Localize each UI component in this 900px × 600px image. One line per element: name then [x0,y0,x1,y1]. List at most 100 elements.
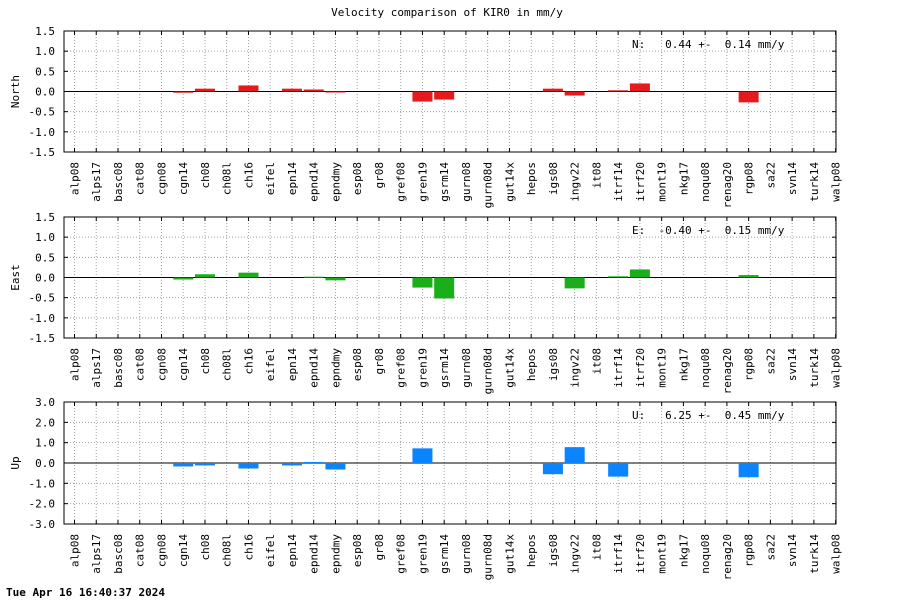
x-tick-label: eifel [264,534,277,567]
bar-ch08 [194,88,215,92]
bar-epndmy [325,91,346,93]
x-tick-label: epnd14 [308,348,321,388]
bar-epn14 [281,88,302,92]
bar-rgp08 [738,463,759,478]
y-tick-label: -1.5 [29,146,56,159]
x-tick-label: walp08 [830,162,843,202]
x-tick-label: ch16 [242,348,255,375]
x-tick-label: turk14 [808,162,821,202]
bar-gren19 [412,448,433,463]
stat-annotation: E: -0.40 +- 0.15 mm/y [632,224,785,237]
bar-ch08 [194,463,215,466]
x-tick-label: alps17 [90,348,103,388]
x-tick-label: itrf20 [634,534,647,574]
plot-frame [63,401,837,525]
x-tick-label: renag20 [721,162,734,208]
x-tick-label: ch08l [221,162,234,195]
x-tick-label: rgp08 [743,348,756,381]
x-tick-label: it08 [590,348,603,375]
x-tick-label: mont19 [656,162,669,202]
x-tick-label: cat08 [134,162,147,195]
x-tick-label: ingv22 [569,162,582,202]
x-tick-label: sa22 [764,348,777,375]
x-tick-label: gsrm14 [438,534,451,574]
bar-epndmy [325,463,346,470]
x-tick-label: sa22 [764,162,777,189]
bar-igs08 [542,88,563,92]
x-tick-label: it08 [590,162,603,189]
x-tick-label: gren19 [416,348,429,388]
y-tick-label: 1.0 [35,437,55,450]
timestamp: Tue Apr 16 16:40:37 2024 [6,586,165,599]
bar-epn14 [281,463,302,466]
x-tick-label: itrf14 [612,534,625,574]
x-tick-label: alp08 [69,162,82,195]
bar-itrf14 [608,90,629,92]
plot-frame [63,30,837,153]
x-tick-label: cat08 [134,348,147,381]
y-tick-label: 1.5 [35,25,55,38]
panel-east: 1.5 1.0 0.5 0.0 -0.5 -1.0 -1.5 alp08 alps17 basc0… [9,211,843,394]
x-tick-label: basc08 [112,534,125,574]
x-tick-label: rgp08 [743,162,756,195]
x-tick-label: gurn08 [460,162,473,202]
y-tick-label: 1.0 [35,45,55,58]
x-tick-label: gr08 [373,348,386,375]
x-tick-label: cat08 [134,534,147,567]
x-tick-label: alp08 [69,534,82,567]
x-tick-label: esp08 [351,162,364,195]
x-tick-label: gsrm14 [438,162,451,202]
x-tick-label: epn14 [286,348,299,381]
x-tick-label: gurn08 [460,534,473,574]
x-tick-label: renag20 [721,534,734,580]
y-tick-label: -1.5 [29,332,56,345]
x-tick-label: cgn14 [177,162,190,195]
x-tick-label: eifel [264,162,277,195]
bar-cgn14 [173,277,194,280]
x-tick-label: renag20 [721,348,734,394]
panel-up: 3.0 2.0 1.0 0.0 -1.0 -2.0 -3.0 alp08 alps17 basc0… [9,396,843,580]
x-tick-label: nkg17 [677,162,690,195]
y-tick-label: -1.0 [29,126,56,139]
x-tick-label: nkg17 [677,348,690,381]
x-tick-label: ch08 [199,348,212,375]
x-tick-label: ingv22 [569,534,582,574]
x-tick-label: walp08 [830,348,843,388]
x-tick-label: svn14 [786,534,799,567]
y-tick-label: -1.0 [29,312,56,325]
y-tick-label: 0.0 [35,86,55,99]
y-axis-label: North [9,75,22,108]
x-tick-label: igs08 [547,534,560,567]
y-tick-label: -0.5 [29,106,56,119]
x-tick-label: ch16 [242,162,255,189]
y-tick-label: -3.0 [29,518,56,531]
bar-rgp08 [738,275,759,278]
bar-igs08 [542,463,563,475]
x-tick-label: svn14 [786,348,799,381]
bar-gsrm14 [434,91,455,100]
x-tick-label: eifel [264,348,277,381]
x-tick-label: gut14x [503,162,516,202]
x-tick-label: gut14x [503,348,516,388]
stat-annotation: N: 0.44 +- 0.14 mm/y [632,38,785,51]
x-tick-label: itrf14 [612,348,625,388]
x-tick-label: igs08 [547,162,560,195]
x-tick-label: epnd14 [308,534,321,574]
bar-ingv22 [564,277,585,289]
x-tick-label: ch08 [199,534,212,561]
y-tick-label: -1.0 [29,477,56,490]
chart-panels: 1.5 1.0 0.5 0.0 -0.5 -1.0 -1.5 alp08 alps17 basc0… [9,25,843,580]
bar-gren19 [412,91,433,102]
x-tick-label: hepos [525,348,538,381]
x-tick-label: gurn08d [482,534,495,580]
bar-itrf14 [608,276,629,278]
bar-gsrm14 [434,277,455,299]
x-tick-label: itrf20 [634,348,647,388]
bar-cgn14 [173,463,194,467]
x-tick-label: mont19 [656,534,669,574]
x-tick-label: epn14 [286,162,299,195]
bar-epnd14 [303,89,324,92]
y-tick-label: 1.0 [35,231,55,244]
x-tick-label: epndmy [329,534,342,574]
